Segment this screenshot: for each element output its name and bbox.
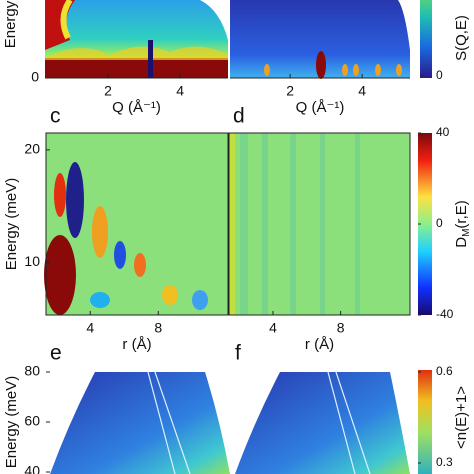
y-tick-label: 20 [24, 141, 40, 157]
x-axis-label: Q (Å⁻¹) [296, 99, 345, 116]
heatmap-images [44, 0, 432, 474]
panel-label: c [50, 105, 61, 128]
x-axis-label: Q (Å⁻¹) [112, 99, 161, 116]
y-tick-label: 40 [24, 463, 40, 474]
y-axis-label: Energy (meV) [3, 376, 20, 469]
colorbar-tick-label: 0 [436, 216, 443, 230]
colorbar-label-part: D [453, 237, 470, 248]
colorbar-label: DM(r,E) [453, 200, 472, 248]
x-tick-label: 4 [176, 83, 184, 99]
y-axis-label: Energy (meV) [2, 0, 19, 48]
x-tick-label: 4 [269, 320, 277, 336]
x-tick-label: 4 [358, 83, 366, 99]
y-tick-label: 10 [24, 253, 40, 269]
colorbar-label: <n(E)+1> [453, 386, 470, 449]
colorbar-label-part: S(Q,E) [453, 15, 470, 61]
colorbar-label-part: M [461, 229, 472, 237]
x-tick-label: 4 [86, 320, 94, 336]
x-tick-label: 8 [337, 320, 345, 336]
y-tick-label: 80 [24, 363, 40, 379]
colorbar-tick-label: 40 [436, 125, 450, 139]
colorbar-tick-label: 0.6 [436, 364, 453, 378]
colorbar-tick-label: -40 [436, 307, 454, 321]
x-tick-label: 8 [154, 320, 162, 336]
y-tick-label: 60 [24, 413, 40, 429]
colorbar-tick-label: 0.3 [436, 455, 453, 469]
axes [45, 77, 411, 316]
x-axis-label: r (Å) [305, 336, 334, 353]
y-tick-label: 0 [31, 69, 39, 85]
colorbar-label-part: <n(E)+1> [453, 386, 470, 449]
x-axis-label: r (Å) [122, 336, 151, 353]
panel-label: d [233, 105, 245, 128]
panel-label: e [50, 342, 62, 365]
colorbar-tick-label: 0 [436, 68, 443, 82]
x-tick-label: 2 [286, 83, 294, 99]
y-axis-label: Energy (meV) [3, 178, 20, 271]
x-tick-label: 2 [104, 83, 112, 99]
panel-label: f [235, 342, 241, 365]
colorbar-label: S(Q,E) [453, 15, 470, 61]
colorbar-label-part: (r,E) [453, 200, 470, 228]
